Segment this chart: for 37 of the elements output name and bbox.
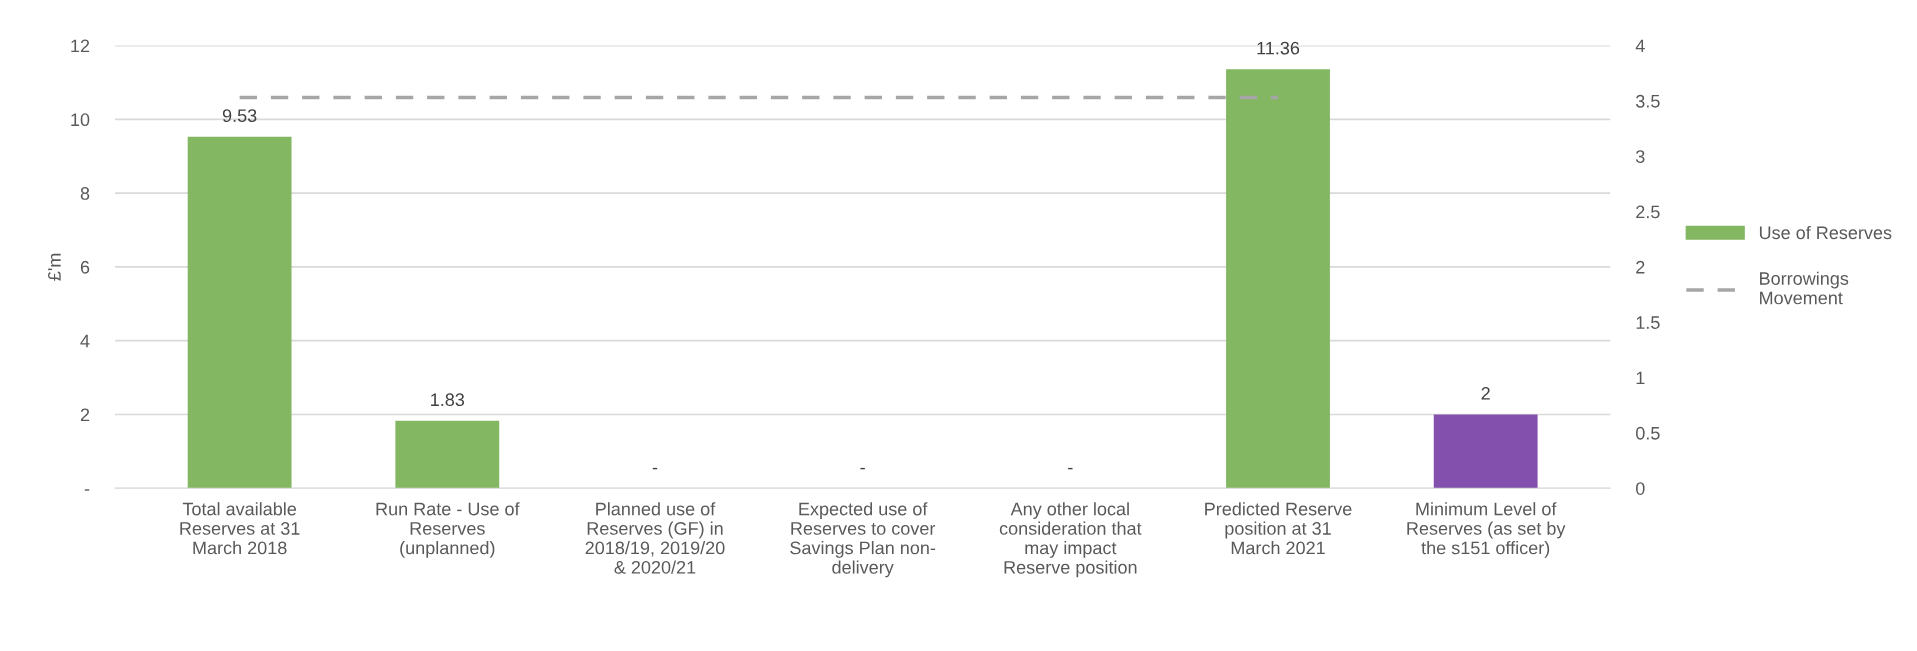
data-label: - bbox=[652, 467, 658, 470]
data-label: 1.83 bbox=[431, 393, 465, 407]
bar bbox=[1226, 69, 1330, 489]
x-tick-label: Planned use of Reserves (GF) in 2018/19, 2019/20 & 2020/21 bbox=[585, 502, 725, 574]
data-label: 9.53 bbox=[222, 109, 257, 123]
y-axis-title: £'m bbox=[48, 253, 61, 281]
y2-tick-label: 4 bbox=[1635, 39, 1645, 53]
x-tick-label: Any other local consideration that may impact Reserve position bbox=[999, 502, 1142, 578]
y2-tick-label: 1.5 bbox=[1636, 316, 1660, 329]
bar bbox=[1433, 414, 1538, 489]
y2-tick-label: 2.5 bbox=[1636, 205, 1660, 219]
x-tick-label: Run Rate - Use of Reserves (unplanned) bbox=[376, 502, 520, 558]
bar bbox=[395, 420, 500, 489]
y-tick-label: 12 bbox=[71, 39, 90, 53]
y2-tick-label: 1 bbox=[1636, 371, 1645, 385]
bar bbox=[187, 136, 292, 489]
x-tick-label: Predicted Reserve position at 31 March 2021 bbox=[1205, 502, 1352, 555]
data-label: 2 bbox=[1481, 387, 1490, 400]
y-tick-label: 2 bbox=[80, 408, 90, 422]
y-tick-label: - bbox=[84, 489, 90, 491]
data-label: - bbox=[1068, 467, 1073, 470]
y2-tick-label: 3 bbox=[1635, 150, 1645, 163]
y2-tick-label: 0 bbox=[1635, 482, 1645, 495]
y-tick-label: 8 bbox=[80, 187, 90, 200]
y-tick-label: 10 bbox=[71, 113, 90, 127]
data-label: 11.36 bbox=[1257, 41, 1300, 55]
x-tick-label: Total available Reserves at 31 March 2018 bbox=[180, 502, 300, 555]
y-tick-label: 6 bbox=[80, 260, 90, 274]
legend-label: Borrowings Movement bbox=[1760, 271, 1849, 305]
x-tick-label: Expected use of Reserves to cover Savings Plan non- delivery bbox=[790, 502, 936, 578]
y-tick-label: 4 bbox=[80, 334, 90, 348]
y2-tick-label: 2 bbox=[1636, 260, 1645, 274]
data-label: - bbox=[860, 467, 865, 470]
y2-tick-label: 0.5 bbox=[1635, 426, 1660, 440]
y2-tick-label: 3.5 bbox=[1635, 94, 1660, 108]
x-tick-label: Minimum Level of Reserves (as set by the s151 officer) bbox=[1407, 502, 1566, 558]
legend-label: Use of Reserves bbox=[1759, 225, 1892, 240]
